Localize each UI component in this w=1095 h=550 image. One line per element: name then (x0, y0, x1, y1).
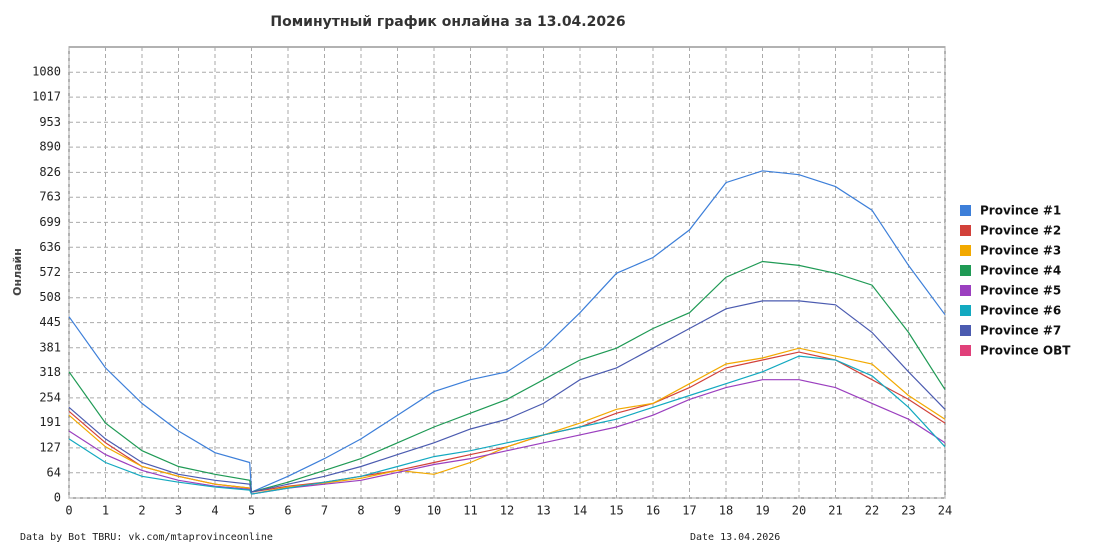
y-tick-label: 699 (39, 215, 61, 229)
x-tick-label: 11 (463, 504, 477, 518)
x-tick-label: 1 (102, 504, 109, 518)
x-tick-label: 24 (938, 504, 952, 518)
x-tick-label: 5 (248, 504, 255, 518)
legend-label: Province #4 (980, 264, 1061, 278)
x-tick-label: 18 (719, 504, 733, 518)
y-tick-label: 890 (39, 140, 61, 154)
x-tick-label: 0 (65, 504, 72, 518)
series-line (68, 300, 946, 493)
y-tick-label: 445 (39, 315, 61, 329)
date-note: Date 13.04.2026 (690, 532, 780, 543)
x-tick-label: 15 (609, 504, 623, 518)
legend-swatch (960, 265, 971, 276)
series-line (68, 379, 946, 495)
series-line (68, 260, 946, 493)
legend-swatch (960, 225, 971, 236)
legend-label: Province #7 (980, 324, 1061, 338)
y-tick-label: 763 (39, 190, 61, 204)
y-axis-label: Онлайн (11, 248, 24, 296)
x-tick-label: 20 (792, 504, 806, 518)
y-tick-label: 318 (39, 365, 61, 379)
x-tick-label: 22 (865, 504, 879, 518)
legend-label: Province #3 (980, 244, 1061, 258)
y-tick-label: 381 (39, 340, 61, 354)
y-tick-label: 1017 (32, 90, 61, 104)
x-tick-label: 23 (901, 504, 915, 518)
x-tick-label: 10 (427, 504, 441, 518)
legend-swatch (960, 285, 971, 296)
legend-label: Province OBT (980, 344, 1071, 358)
chart-title: Поминутный график онлайна за 13.04.2026 (270, 14, 625, 30)
series-line (68, 355, 946, 495)
x-tick-label: 16 (646, 504, 660, 518)
y-tick-label: 572 (39, 265, 61, 279)
x-tick-label: 13 (536, 504, 550, 518)
x-tick-label: 12 (500, 504, 514, 518)
y-tick-label: 254 (39, 390, 61, 404)
legend-label: Province #2 (980, 224, 1061, 238)
x-tick-label: 3 (175, 504, 182, 518)
y-tick-label: 191 (39, 415, 61, 429)
x-tick-label: 19 (755, 504, 769, 518)
legend-swatch (960, 325, 971, 336)
legend-swatch (960, 345, 971, 356)
y-tick-label: 636 (39, 240, 61, 254)
source-note: Data by Bot TBRU: vk.com/mtaprovinceonli… (20, 532, 273, 543)
legend-swatch (960, 205, 971, 216)
legend-label: Province #5 (980, 284, 1061, 298)
x-tick-label: 17 (682, 504, 696, 518)
x-tick-label: 9 (394, 504, 401, 518)
x-tick-label: 8 (357, 504, 364, 518)
x-tick-label: 14 (573, 504, 587, 518)
x-tick-label: 7 (321, 504, 328, 518)
y-tick-label: 953 (39, 115, 61, 129)
y-tick-label: 826 (39, 165, 61, 179)
legend-label: Province #6 (980, 304, 1061, 318)
legend-swatch (960, 245, 971, 256)
legend-label: Province #1 (980, 204, 1061, 218)
y-tick-label: 64 (47, 465, 61, 479)
y-tick-label: 127 (39, 440, 61, 454)
y-tick-label: 508 (39, 290, 61, 304)
x-tick-label: 21 (828, 504, 842, 518)
x-tick-label: 2 (138, 504, 145, 518)
series-line (68, 170, 946, 493)
y-tick-label: 0 (54, 491, 61, 505)
y-tick-label: 1080 (32, 65, 61, 79)
x-tick-label: 4 (211, 504, 218, 518)
x-tick-label: 6 (284, 504, 291, 518)
legend-swatch (960, 305, 971, 316)
